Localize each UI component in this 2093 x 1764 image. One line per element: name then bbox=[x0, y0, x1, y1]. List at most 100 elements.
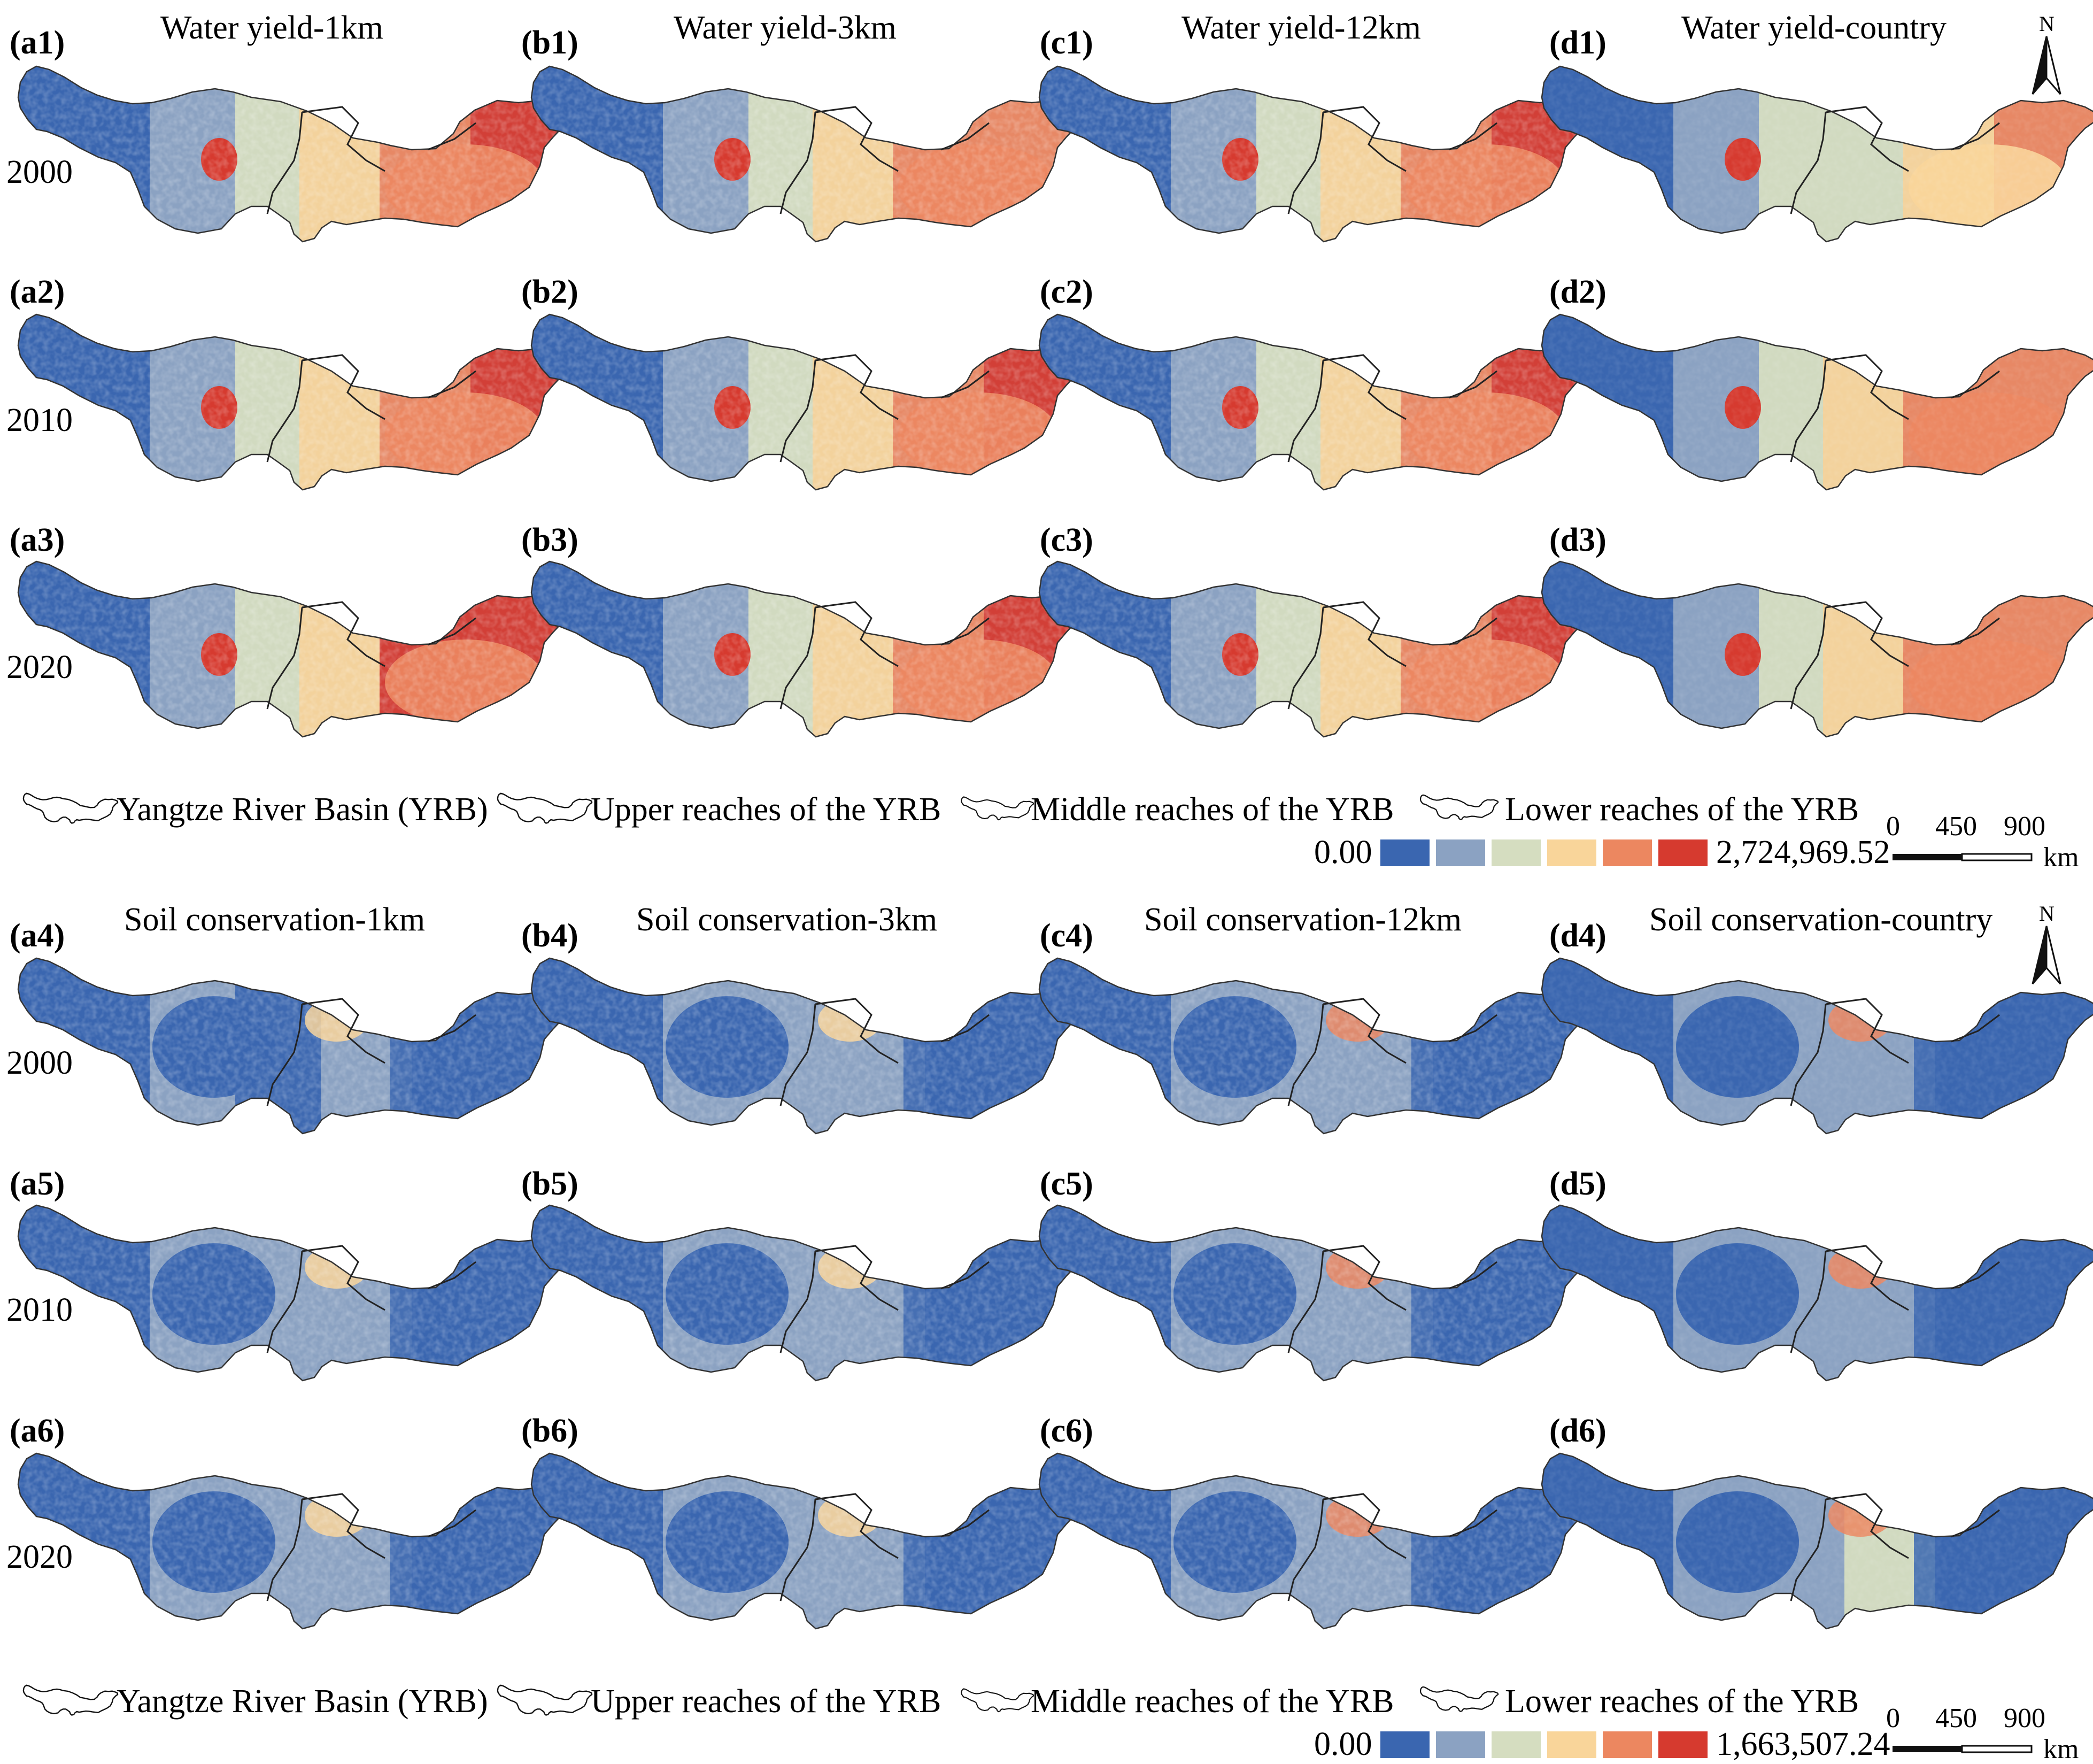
north-label: N bbox=[2039, 12, 2055, 36]
water-legend-max: 2,724,969.52 bbox=[1716, 834, 1890, 871]
panel-label: (d1) bbox=[1549, 25, 1607, 61]
legend-swatch bbox=[1380, 1731, 1430, 1758]
soil-swatches bbox=[1380, 1731, 1708, 1758]
legend-swatch bbox=[1603, 839, 1652, 866]
water-title-col2: Water yield-3km bbox=[674, 10, 897, 46]
panel-label: (c4) bbox=[1040, 918, 1093, 954]
map-panel bbox=[17, 1452, 573, 1630]
map-panel bbox=[1038, 313, 1594, 491]
water-year-2020: 2020 bbox=[6, 649, 73, 685]
scale-tick-900: 900 bbox=[2004, 1703, 2045, 1734]
map-panel bbox=[530, 65, 1086, 243]
legend-lower-label: Lower reaches of the YRB bbox=[1505, 791, 1859, 828]
panel-label: (d3) bbox=[1549, 522, 1607, 558]
soil-year-2010: 2010 bbox=[6, 1292, 73, 1328]
map-panel bbox=[1038, 1452, 1594, 1630]
map-panel bbox=[1038, 957, 1594, 1135]
map-panel bbox=[1541, 1204, 2093, 1382]
legend-middle-label: Middle reaches of the YRB bbox=[1031, 791, 1394, 828]
map-panel bbox=[530, 560, 1086, 738]
panel-label: (a3) bbox=[10, 522, 65, 558]
panel-label: (d5) bbox=[1549, 1166, 1607, 1202]
panel-label: (b2) bbox=[521, 274, 578, 310]
map-panel bbox=[17, 65, 573, 243]
scale-tick-450: 450 bbox=[1935, 1703, 1977, 1734]
panel-label: (c6) bbox=[1040, 1413, 1093, 1449]
map-panel bbox=[17, 560, 573, 738]
map-panel bbox=[530, 957, 1086, 1135]
map-panel bbox=[1541, 313, 2093, 491]
legend-swatch bbox=[1436, 1731, 1485, 1758]
panel-label: (a4) bbox=[10, 918, 65, 954]
soil-section: Soil conservation-1km Soil conservation-… bbox=[6, 902, 2093, 1764]
soil-title-col3: Soil conservation-12km bbox=[1144, 902, 1462, 938]
water-section: Water yield-1km Water yield-3km Water yi… bbox=[6, 10, 2093, 873]
water-year-2010: 2010 bbox=[6, 402, 73, 438]
scale-unit: km bbox=[2043, 1734, 2079, 1764]
panel-label: (d6) bbox=[1549, 1413, 1607, 1449]
legend-middle-label: Middle reaches of the YRB bbox=[1031, 1683, 1394, 1720]
water-outline-legend: Yangtze River Basin (YRB) Upper reaches … bbox=[22, 791, 1859, 828]
panel-label: (d4) bbox=[1549, 918, 1607, 954]
water-year-2000: 2000 bbox=[6, 154, 73, 190]
water-swatches bbox=[1380, 839, 1708, 866]
map-panel bbox=[1038, 65, 1594, 243]
scale-tick-450: 450 bbox=[1935, 811, 1977, 842]
map-panel bbox=[530, 1452, 1086, 1630]
legend-yrb-label: Yangtze River Basin (YRB) bbox=[117, 1683, 488, 1720]
panel-label: (b5) bbox=[521, 1166, 578, 1202]
map-panel bbox=[530, 313, 1086, 491]
map-panel bbox=[1541, 65, 2093, 243]
soil-scale-bar: 0 450 900 km bbox=[1886, 1703, 2079, 1764]
soil-year-2000: 2000 bbox=[6, 1045, 73, 1081]
soil-maps: (a4) (b4) (c4) (d4) (a5) (b5) (c5) (d5) (a6) (b6)… bbox=[10, 918, 2093, 1630]
water-legend-min: 0.00 bbox=[1314, 834, 1372, 871]
soil-color-legend: 0.00 1,663,507.24 bbox=[1314, 1726, 1890, 1762]
panel-label: (c1) bbox=[1040, 25, 1093, 61]
legend-swatch bbox=[1436, 839, 1485, 866]
scale-tick-0: 0 bbox=[1886, 1703, 1900, 1734]
panel-label: (b6) bbox=[521, 1413, 578, 1449]
map-panel bbox=[1541, 560, 2093, 738]
scale-tick-900: 900 bbox=[2004, 811, 2045, 842]
map-panel bbox=[1038, 560, 1594, 738]
legend-upper-label: Upper reaches of the YRB bbox=[591, 1683, 941, 1720]
map-panel bbox=[1038, 1204, 1594, 1382]
water-maps: (a1) (b1) (c1) (d1) (a2) (b2) (c2) (d2) (a3) (b3)… bbox=[10, 25, 2093, 738]
panel-label: (d2) bbox=[1549, 274, 1607, 310]
legend-upper-label: Upper reaches of the YRB bbox=[591, 791, 941, 828]
legend-swatch bbox=[1492, 1731, 1541, 1758]
soil-title-col2: Soil conservation-3km bbox=[636, 902, 937, 938]
water-title-col1: Water yield-1km bbox=[160, 10, 383, 46]
soil-legend-min: 0.00 bbox=[1314, 1726, 1372, 1762]
panel-label: (c5) bbox=[1040, 1166, 1093, 1202]
map-panel bbox=[530, 1204, 1086, 1382]
soil-legend-max: 1,663,507.24 bbox=[1716, 1726, 1890, 1762]
legend-swatch bbox=[1492, 839, 1541, 866]
map-panel bbox=[1541, 1452, 2093, 1630]
scale-unit: km bbox=[2043, 842, 2079, 873]
map-panel bbox=[17, 1204, 573, 1382]
soil-title-col1: Soil conservation-1km bbox=[124, 902, 425, 938]
panel-label: (c3) bbox=[1040, 522, 1093, 558]
panel-label: (a5) bbox=[10, 1166, 65, 1202]
water-title-col3: Water yield-12km bbox=[1181, 10, 1421, 46]
legend-swatch bbox=[1658, 1731, 1708, 1758]
water-scale-bar: 0 450 900 km bbox=[1886, 811, 2079, 873]
water-north-arrow: N bbox=[2032, 12, 2061, 95]
legend-swatch bbox=[1547, 839, 1596, 866]
legend-swatch bbox=[1380, 839, 1430, 866]
soil-outline-legend: Yangtze River Basin (YRB) Upper reaches … bbox=[22, 1683, 1859, 1720]
panel-label: (c2) bbox=[1040, 274, 1093, 310]
scale-tick-0: 0 bbox=[1886, 811, 1900, 842]
water-title-col4: Water yield-country bbox=[1681, 10, 1947, 46]
panel-label: (a1) bbox=[10, 25, 65, 61]
map-panel bbox=[1541, 957, 2093, 1135]
soil-north-arrow: N bbox=[2032, 902, 2061, 984]
panel-label: (a2) bbox=[10, 274, 65, 310]
panel-label: (b3) bbox=[521, 522, 578, 558]
panel-label: (b1) bbox=[521, 25, 578, 61]
soil-title-col4: Soil conservation-country bbox=[1649, 902, 1992, 938]
soil-year-2020: 2020 bbox=[6, 1539, 73, 1575]
